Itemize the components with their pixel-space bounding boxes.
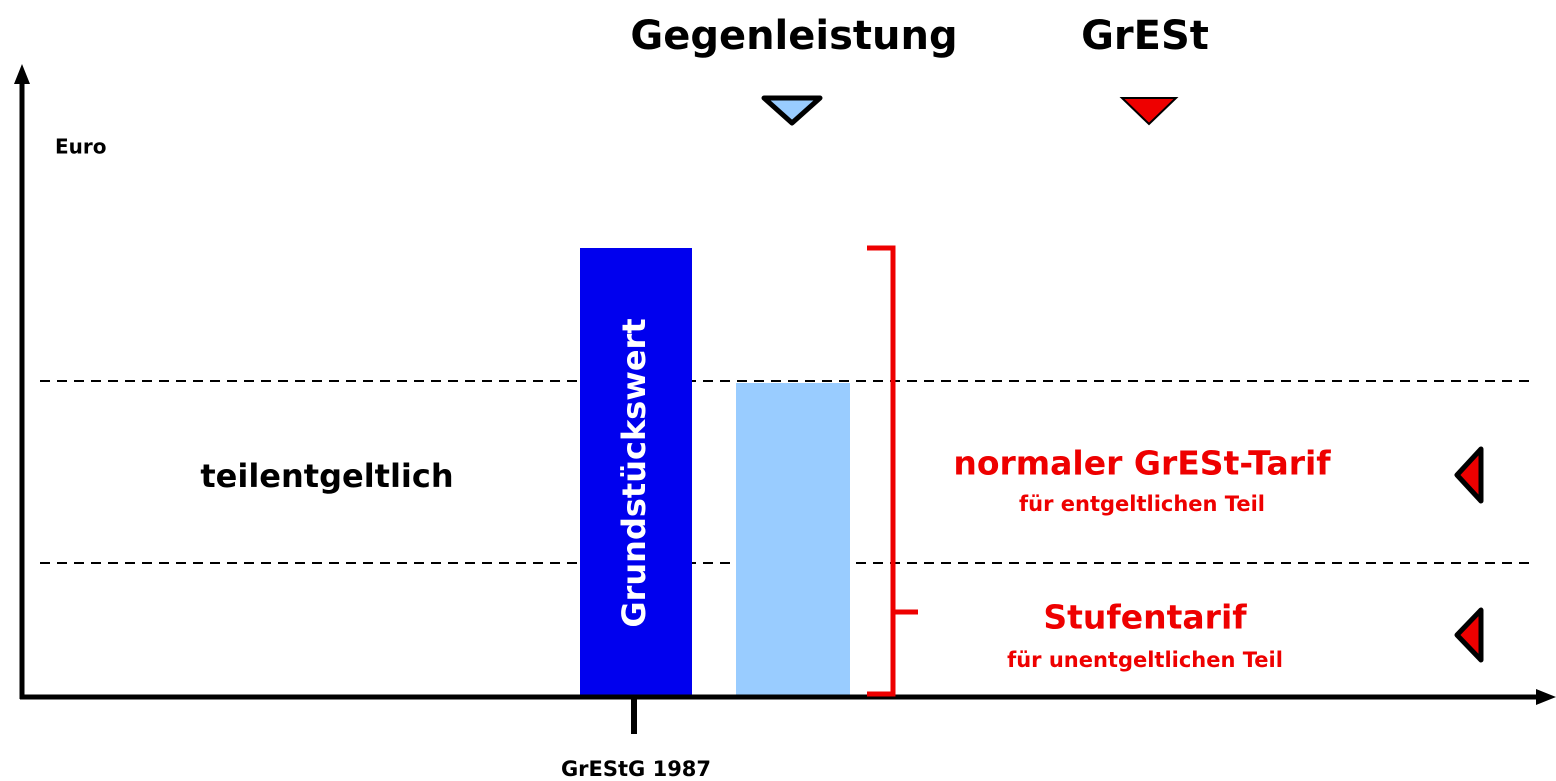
dark-bar xyxy=(580,248,692,697)
triangle-left xyxy=(1454,607,1484,663)
x-arrow xyxy=(1536,689,1556,705)
x-axis-label: GrEStG 1987 xyxy=(561,757,711,781)
bar-label: Grundstückswert xyxy=(615,318,653,627)
triangle-left xyxy=(1454,446,1484,504)
triangle-light xyxy=(761,95,823,126)
y-arrow xyxy=(14,64,30,84)
header-label: GrESt xyxy=(1081,13,1209,59)
light-bar xyxy=(736,383,850,697)
bracket xyxy=(867,245,918,697)
header-label: Gegenleistung xyxy=(630,13,957,59)
y-axis-label: Euro xyxy=(55,135,107,159)
triangle-red xyxy=(1119,97,1179,126)
zone-subtitle: für entgeltlichen Teil xyxy=(1019,492,1265,516)
zone-label: teilentgeltlich xyxy=(200,457,453,495)
zone-title: Stufentarif xyxy=(1043,598,1247,637)
zone-title: normaler GrESt-Tarif xyxy=(953,444,1331,483)
zone-subtitle: für unentgeltlichen Teil xyxy=(1007,648,1283,672)
